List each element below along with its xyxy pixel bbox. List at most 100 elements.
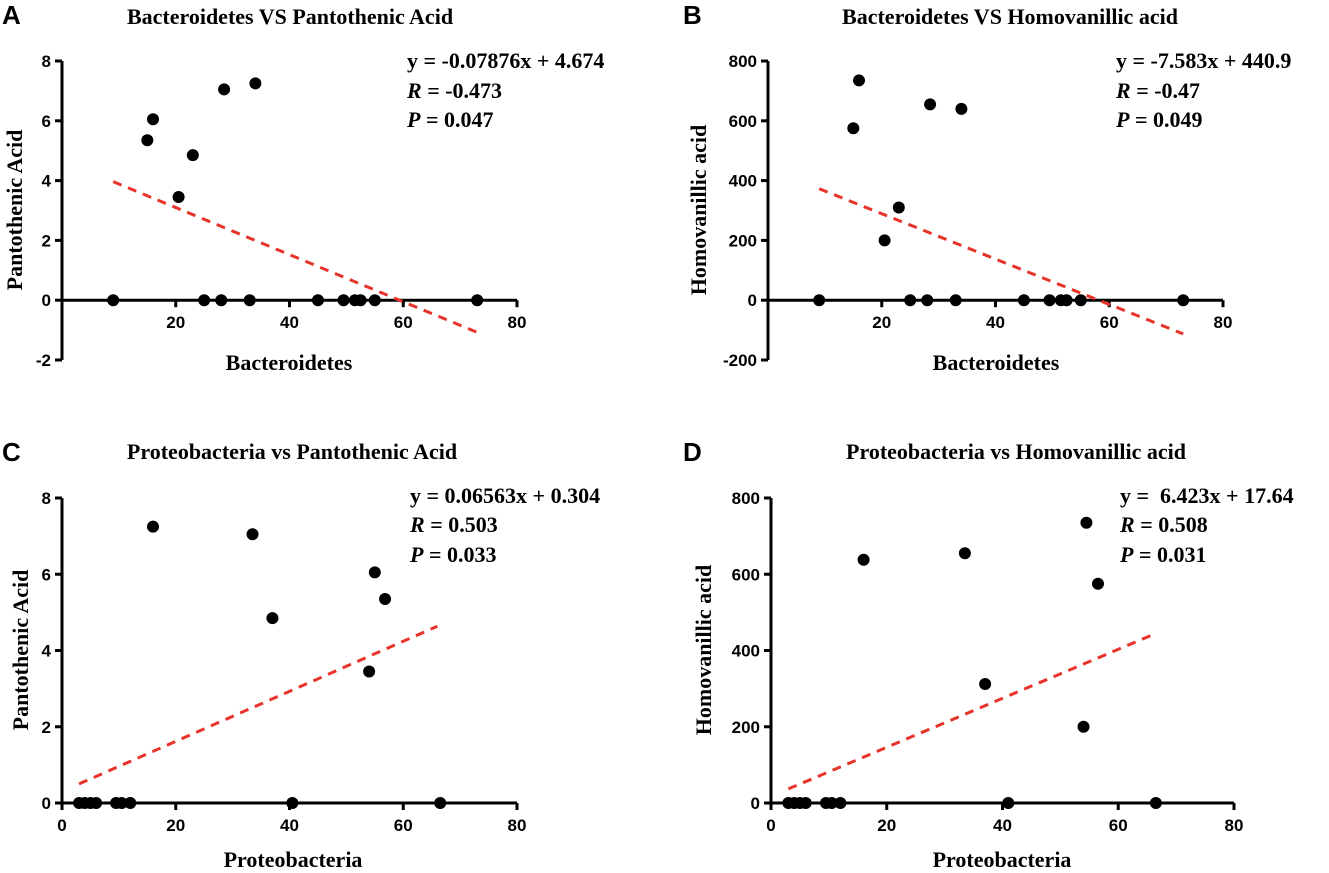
data-point-d bbox=[799, 797, 812, 809]
x-axis-label-b: Bacteroidetes bbox=[933, 350, 1060, 375]
data-point-a bbox=[141, 134, 154, 147]
data-point-a bbox=[249, 77, 262, 90]
data-point-d bbox=[1091, 577, 1104, 590]
data-point-d bbox=[1002, 797, 1015, 809]
y-tick-label-c: 0 bbox=[42, 794, 51, 813]
data-point-c bbox=[246, 528, 259, 541]
panel-letter-a: A bbox=[2, 0, 21, 30]
x-tick-label-d: 20 bbox=[877, 816, 896, 835]
x-axis-label-d: Proteobacteria bbox=[933, 847, 1072, 872]
data-point-d bbox=[958, 547, 971, 560]
data-point-d bbox=[857, 553, 870, 566]
data-point-c bbox=[90, 797, 103, 809]
p-label-a: P bbox=[406, 107, 421, 132]
y-tick-label-d: 400 bbox=[732, 642, 760, 661]
data-point-b bbox=[924, 98, 937, 111]
y-tick-label-d: 0 bbox=[751, 794, 760, 813]
x-tick-label-b: 60 bbox=[1100, 313, 1119, 332]
data-point-d bbox=[1077, 720, 1090, 733]
r-stat-a: R = -0.473 bbox=[406, 78, 502, 103]
x-tick-label-d: 40 bbox=[993, 816, 1012, 835]
data-point-b bbox=[1043, 294, 1056, 307]
y-tick-label-d: 600 bbox=[732, 565, 760, 584]
y-tick-label-d: 800 bbox=[732, 489, 760, 508]
panel-letter-d: D bbox=[683, 437, 702, 467]
y-tick-label-b: 800 bbox=[729, 52, 757, 71]
data-point-a bbox=[471, 294, 484, 307]
x-tick-label-c: 80 bbox=[508, 816, 527, 835]
r-value-b: = -0.47 bbox=[1131, 78, 1200, 103]
p-value-b: = 0.049 bbox=[1129, 107, 1202, 132]
panel-d: D Proteobacteria vs Homovanillic acid y … bbox=[683, 437, 1294, 872]
data-point-d bbox=[1080, 516, 1093, 529]
data-point-c bbox=[115, 797, 128, 809]
data-point-a bbox=[368, 294, 381, 307]
x-tick-label-a: 40 bbox=[280, 313, 299, 332]
data-point-c bbox=[124, 797, 137, 809]
plot-d: 0 200 400 600 800 0 20 40 60 80 bbox=[732, 489, 1244, 835]
x-tick-label-d: 80 bbox=[1225, 816, 1244, 835]
x-tick-label-d: 60 bbox=[1109, 816, 1128, 835]
x-tick-label-b: 80 bbox=[1214, 313, 1233, 332]
y-axis-label-c: Pantothenic Acid bbox=[8, 570, 33, 731]
data-point-b bbox=[1060, 294, 1073, 307]
data-point-a bbox=[172, 191, 185, 204]
chart-title-b: Bacteroidetes VS Homovanillic acid bbox=[842, 4, 1178, 29]
data-point-a bbox=[243, 294, 256, 307]
regression-line-b bbox=[818, 187, 1184, 336]
y-tick-label-b: 600 bbox=[729, 112, 757, 131]
regression-line-c bbox=[78, 624, 438, 786]
data-point-c bbox=[147, 520, 159, 533]
data-point-a bbox=[215, 294, 228, 307]
r-label-c: R bbox=[409, 512, 425, 537]
x-tick-label-a: 20 bbox=[166, 313, 185, 332]
r-value-a: = -0.473 bbox=[422, 78, 502, 103]
equation-d: y = 6.423x + 17.64 bbox=[1120, 483, 1294, 508]
p-label-d: P bbox=[1119, 542, 1134, 567]
y-tick-label-a: -2 bbox=[36, 351, 51, 370]
y-axis-label-a: Pantothenic Acid bbox=[2, 130, 27, 291]
x-tick-label-d: 0 bbox=[766, 816, 775, 835]
data-point-b bbox=[847, 122, 860, 135]
data-point-a bbox=[337, 294, 350, 307]
r-stat-c: R = 0.503 bbox=[409, 512, 498, 537]
data-point-b bbox=[904, 294, 917, 307]
data-point-b bbox=[813, 294, 826, 307]
y-tick-label-d: 200 bbox=[732, 718, 760, 737]
r-stat-b: R = -0.47 bbox=[1115, 78, 1200, 103]
p-stat-d: P = 0.031 bbox=[1119, 542, 1207, 567]
y-tick-label-a: 6 bbox=[42, 112, 51, 131]
p-value-a: = 0.047 bbox=[420, 107, 493, 132]
p-value-c: = 0.033 bbox=[423, 542, 496, 567]
data-point-d bbox=[979, 678, 992, 691]
data-point-b bbox=[878, 234, 891, 247]
p-label-c: P bbox=[409, 542, 424, 567]
data-point-c bbox=[368, 566, 381, 579]
y-axis-label-d: Homovanillic acid bbox=[691, 565, 716, 736]
x-axis-label-c: Proteobacteria bbox=[224, 847, 363, 872]
data-point-a bbox=[198, 294, 211, 307]
panel-b: B Bacteroidetes VS Homovanillic acid y =… bbox=[683, 0, 1291, 375]
equation-a: y = -0.07876x + 4.674 bbox=[407, 48, 604, 73]
x-tick-label-a: 60 bbox=[394, 313, 413, 332]
r-label-a: R bbox=[406, 78, 422, 103]
data-point-b bbox=[921, 294, 934, 307]
y-tick-label-a: 8 bbox=[42, 52, 51, 71]
p-stat-a: P = 0.047 bbox=[406, 107, 494, 132]
data-point-b bbox=[949, 294, 962, 307]
r-stat-d: R = 0.508 bbox=[1119, 512, 1208, 537]
x-tick-label-b: 20 bbox=[872, 313, 891, 332]
y-tick-label-b: -200 bbox=[723, 351, 757, 370]
data-point-d bbox=[1149, 797, 1162, 809]
panel-letter-c: C bbox=[2, 437, 21, 467]
y-tick-label-c: 8 bbox=[42, 489, 51, 508]
data-point-b bbox=[1017, 294, 1030, 307]
data-point-a bbox=[147, 113, 159, 126]
chart-title-d: Proteobacteria vs Homovanillic acid bbox=[846, 439, 1186, 464]
r-label-d: R bbox=[1119, 512, 1135, 537]
chart-title-a: Bacteroidetes VS Pantothenic Acid bbox=[127, 4, 453, 29]
data-point-d bbox=[834, 797, 847, 809]
p-label-b: P bbox=[1115, 107, 1130, 132]
x-axis-label-a: Bacteroidetes bbox=[226, 350, 353, 375]
